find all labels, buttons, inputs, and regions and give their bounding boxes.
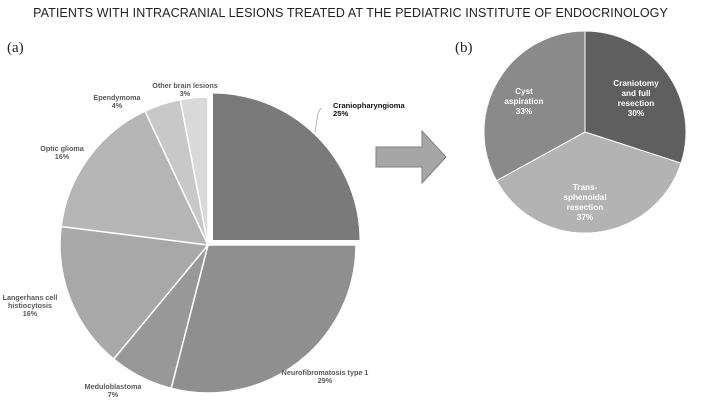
panel-b-label: (b) <box>455 40 473 56</box>
pie-chart-b: Craniotomy and full resection 30% Trans-sphe… <box>483 30 687 234</box>
slice-label-craniopharyngioma: Craniopharyngioma 25% <box>333 101 406 118</box>
slice-label-optic-glioma: Optic glioma 16% <box>40 144 85 161</box>
pie-slice-trans-sphenoidal-resection <box>495 131 682 234</box>
slice-label-other-brain-lesions: Other brain lesions 3% <box>152 81 218 98</box>
slice-label-craniotomy-and-full-resection: Craniotomy and full resection 30% <box>613 79 659 118</box>
pie-chart-a: Craniopharyngioma 25% Neurofibromatosis ty… <box>3 81 406 399</box>
slice-label-cyst-aspiration: Cyst aspiration 33% <box>504 87 543 116</box>
pie-slice-craniotomy-and-full-resection <box>584 30 687 164</box>
slice-label-neurofibromatosis-type-1: Neurofibromatosis type 1 29% <box>282 368 369 385</box>
pie-slice-optic-glioma <box>60 110 210 246</box>
slice-label-ependymoma: Ependymoma 4% <box>93 93 141 110</box>
right-arrow-icon <box>375 129 447 185</box>
slice-label-trans-sphenoidal-resection: Trans-sphenoidal resection 37% <box>563 183 606 222</box>
slice-label-meduloblastoma: Meduloblastoma 7% <box>85 382 143 399</box>
leader-line <box>314 107 322 133</box>
pie-slice-craniopharyngioma <box>211 92 361 242</box>
pie-slice-langerhans-cell-histiocytosis <box>59 225 210 361</box>
pie-slice-cyst-aspiration <box>483 30 586 182</box>
pie-slice-other-brain-lesions <box>179 96 209 246</box>
slice-label-langerhans-cell-histiocytosis: Langerhans cell histiocytosis 16% <box>3 293 58 318</box>
panel-a-label: (a) <box>7 40 24 56</box>
pie-slice-neurofibromatosis-type-1 <box>170 244 357 394</box>
chart-title: PATIENTS WITH INTRACRANIAL LESIONS TREAT… <box>33 6 668 20</box>
